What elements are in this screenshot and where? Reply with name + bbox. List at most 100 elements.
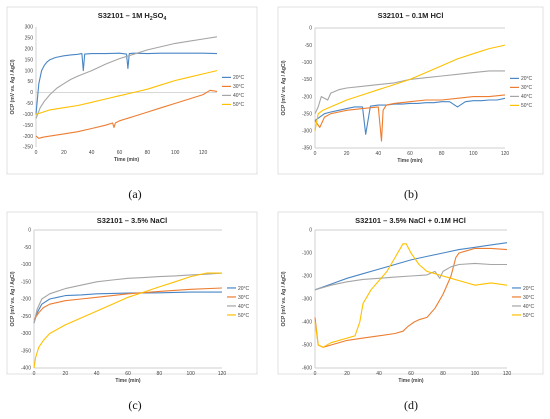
- legend-entry: 20°C: [523, 286, 535, 292]
- y-axis-label: OCP (mV vs. Ag / AgCl): [10, 271, 16, 326]
- y-tick-label: -300: [21, 331, 31, 337]
- panel-frame: [277, 6, 544, 175]
- chart-title: S32101 – 0.1M HCl: [378, 11, 444, 20]
- y-tick-label: -150: [23, 123, 33, 129]
- legend-entry: 40°C: [523, 304, 535, 310]
- y-tick-label: -50: [24, 245, 31, 251]
- chart-title-subscript: 4: [163, 16, 166, 22]
- x-tick-label: 100: [186, 371, 195, 377]
- y-tick-label: -400: [21, 366, 31, 372]
- x-tick-label: 120: [218, 371, 227, 377]
- y-tick-label: -100: [302, 60, 312, 66]
- x-tick-label: 0: [314, 371, 317, 377]
- x-tick-label: 40: [89, 150, 95, 156]
- chart-title-text: SO: [153, 11, 164, 20]
- y-tick-label: 0: [309, 228, 312, 234]
- x-tick-label: 60: [408, 371, 414, 377]
- y-tick-label: -400: [302, 320, 312, 326]
- chart-title: S32101 – 3.5% NaCl + 0.1M HCl: [355, 216, 466, 225]
- x-tick-label: 40: [94, 371, 100, 377]
- y-tick-label: -300: [302, 297, 312, 303]
- series-line-0: [33, 291, 222, 324]
- x-tick-label: 40: [376, 371, 382, 377]
- legend-entry: 40°C: [521, 94, 533, 100]
- x-tick-label: 100: [471, 371, 480, 377]
- legend-entry: 30°C: [523, 295, 535, 301]
- y-tick-label: 50: [27, 79, 33, 85]
- y-tick-label: -350: [302, 146, 312, 152]
- x-tick-label: 0: [33, 371, 36, 377]
- legend-entry: 50°C: [521, 103, 533, 109]
- x-tick-label: 100: [171, 150, 180, 156]
- y-tick-label: 0: [309, 26, 312, 32]
- legend-entry: 20°C: [233, 75, 245, 81]
- y-tick-label: -150: [302, 77, 312, 83]
- y-tick-label: -200: [23, 134, 33, 140]
- y-tick-label: -250: [21, 314, 31, 320]
- y-tick-label: 0: [30, 90, 33, 96]
- y-tick-label: 150: [25, 57, 34, 63]
- x-tick-label: 80: [439, 151, 445, 157]
- x-tick-label: 80: [157, 371, 163, 377]
- series-line-2: [33, 272, 223, 324]
- legend-entry: 20°C: [521, 76, 533, 82]
- x-tick-label: 0: [314, 151, 317, 157]
- y-axis-label: OCP (mV vs. Ag / AgCl): [281, 271, 287, 326]
- y-tick-label: -300: [302, 129, 312, 135]
- x-tick-label: 100: [469, 151, 478, 157]
- y-tick-label: -150: [21, 279, 31, 285]
- panel-frame: [277, 211, 544, 375]
- y-tick-label: -600: [302, 366, 312, 372]
- panel-caption: (c): [128, 398, 141, 412]
- x-tick-label: 60: [117, 150, 123, 156]
- chart-title-text: S32101 – 3.5% NaCl + 0.1M HCl: [355, 216, 466, 225]
- chart-panel-3: S32101 – 3.5% NaCl + 0.1M HCl -600 -500 -40…: [277, 211, 544, 384]
- x-tick-label: 120: [199, 150, 208, 156]
- series-line-3: [33, 272, 222, 369]
- chart-panel-2: S32101 – 3.5% NaCl -400 -350 -300 -250 -200 -1…: [6, 211, 258, 384]
- series-line-3: [314, 44, 506, 132]
- x-tick-label: 0: [35, 150, 38, 156]
- y-tick-label: -50: [305, 43, 312, 49]
- panel-frame: [6, 6, 258, 175]
- x-axis-label: Time (min): [115, 378, 141, 384]
- y-tick-label: 300: [25, 25, 34, 31]
- legend-entry: 30°C: [233, 84, 245, 90]
- y-tick-label: -250: [23, 145, 33, 151]
- y-tick-label: -200: [21, 297, 31, 303]
- y-tick-label: -50: [26, 101, 33, 107]
- series-line-1: [35, 89, 218, 139]
- x-tick-label: 120: [501, 151, 510, 157]
- y-tick-label: 100: [25, 68, 34, 74]
- x-tick-label: 20: [61, 150, 67, 156]
- panel-caption: (b): [404, 187, 418, 201]
- y-tick-label: -200: [302, 274, 312, 280]
- chart-title-text: S32101 – 0.1M HCl: [378, 11, 444, 20]
- series-line-0: [314, 242, 508, 291]
- y-tick-label: -250: [302, 111, 312, 117]
- x-tick-label: 20: [344, 371, 350, 377]
- legend-entry: 30°C: [238, 295, 250, 301]
- legend-entry: 20°C: [238, 286, 250, 292]
- y-tick-label: 200: [25, 47, 34, 53]
- y-tick-label: -200: [302, 94, 312, 100]
- x-tick-label: 40: [376, 151, 382, 157]
- y-tick-label: -100: [23, 112, 33, 118]
- y-tick-label: -100: [21, 262, 31, 268]
- series-line-2: [35, 36, 218, 119]
- series-line-0: [35, 52, 218, 115]
- x-tick-label: 60: [125, 371, 131, 377]
- panel-caption: (d): [404, 398, 418, 412]
- y-tick-label: -100: [302, 251, 312, 257]
- series-line-2: [314, 70, 505, 114]
- legend-entry: 50°C: [233, 102, 245, 108]
- x-tick-label: 120: [503, 371, 512, 377]
- y-tick-label: 250: [25, 36, 34, 42]
- chart-title-subscript: 2: [150, 16, 153, 22]
- x-axis-label: Time (min): [397, 158, 423, 164]
- series-line-2: [314, 262, 507, 291]
- chart-title: S32101 – 3.5% NaCl: [97, 216, 167, 225]
- y-axis-label: OCP (mV vs. Ag / AgCl): [281, 60, 287, 115]
- series-line-1: [33, 287, 223, 321]
